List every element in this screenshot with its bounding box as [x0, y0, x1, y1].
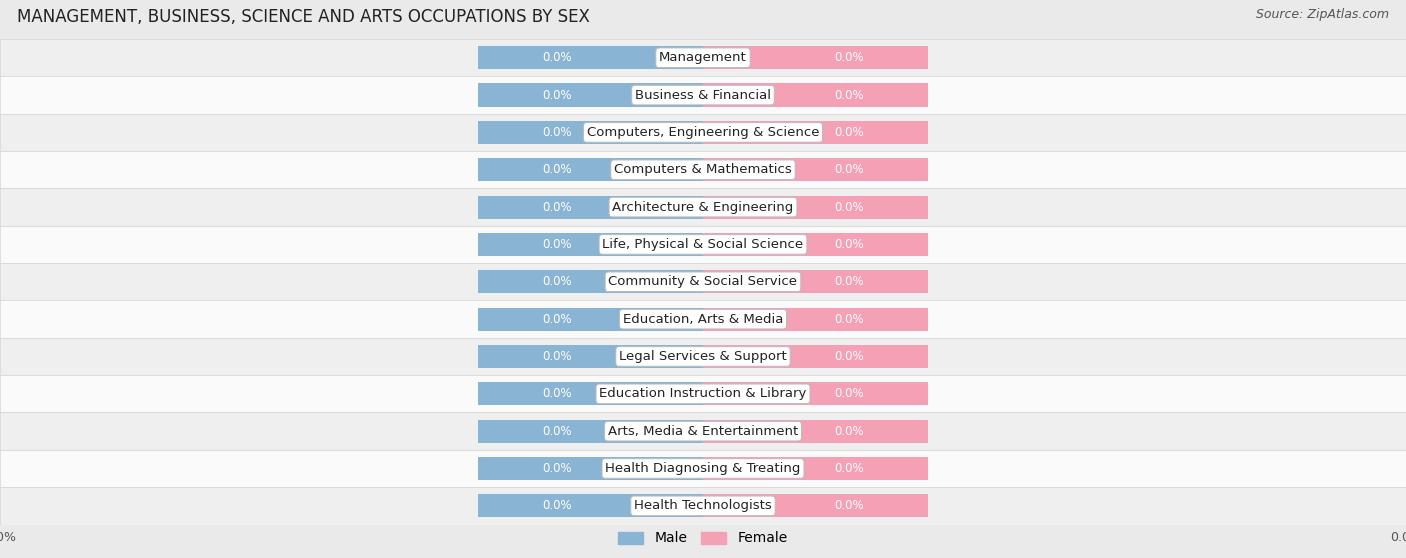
Bar: [0, 412, 1406, 450]
Text: 0.0%: 0.0%: [834, 425, 865, 437]
Text: Life, Physical & Social Science: Life, Physical & Social Science: [602, 238, 804, 251]
Text: 0.0%: 0.0%: [541, 387, 572, 400]
Text: 0.0%: 0.0%: [834, 126, 865, 139]
Text: 0.0%: 0.0%: [541, 238, 572, 251]
Text: Business & Financial: Business & Financial: [636, 89, 770, 102]
Text: 0.0%: 0.0%: [541, 51, 572, 64]
Bar: [703, 420, 928, 442]
Text: 0.0%: 0.0%: [541, 312, 572, 326]
Bar: [703, 494, 928, 517]
Text: Source: ZipAtlas.com: Source: ZipAtlas.com: [1256, 8, 1389, 21]
Bar: [703, 158, 928, 181]
Text: 0.0%: 0.0%: [834, 238, 865, 251]
Text: 0.0%: 0.0%: [834, 312, 865, 326]
Bar: [0, 226, 1406, 263]
Bar: [478, 121, 703, 144]
Bar: [478, 457, 703, 480]
Bar: [0, 263, 1406, 300]
Bar: [478, 84, 703, 107]
Bar: [478, 270, 703, 294]
Text: 0.0%: 0.0%: [541, 89, 572, 102]
Bar: [703, 233, 928, 256]
Bar: [478, 420, 703, 442]
Text: Education Instruction & Library: Education Instruction & Library: [599, 387, 807, 400]
Bar: [703, 382, 928, 406]
Bar: [703, 307, 928, 331]
Text: 0.0%: 0.0%: [834, 350, 865, 363]
Bar: [478, 345, 703, 368]
Bar: [0, 375, 1406, 412]
Bar: [478, 195, 703, 219]
Bar: [703, 46, 928, 69]
Bar: [478, 494, 703, 517]
Text: Health Technologists: Health Technologists: [634, 499, 772, 512]
Bar: [0, 76, 1406, 114]
Text: 0.0%: 0.0%: [834, 387, 865, 400]
Bar: [0, 189, 1406, 226]
Text: Health Diagnosing & Treating: Health Diagnosing & Treating: [606, 462, 800, 475]
Bar: [703, 270, 928, 294]
Text: Computers & Mathematics: Computers & Mathematics: [614, 163, 792, 176]
Bar: [0, 338, 1406, 375]
Text: 0.0%: 0.0%: [541, 462, 572, 475]
Text: 0.0%: 0.0%: [834, 275, 865, 288]
Text: 0.0%: 0.0%: [834, 499, 865, 512]
Text: 0.0%: 0.0%: [834, 51, 865, 64]
Text: Arts, Media & Entertainment: Arts, Media & Entertainment: [607, 425, 799, 437]
Bar: [0, 450, 1406, 487]
Bar: [478, 233, 703, 256]
Bar: [703, 195, 928, 219]
Bar: [0, 487, 1406, 525]
Bar: [478, 307, 703, 331]
Text: 0.0%: 0.0%: [541, 275, 572, 288]
Bar: [478, 158, 703, 181]
Text: Architecture & Engineering: Architecture & Engineering: [613, 201, 793, 214]
Text: 0.0%: 0.0%: [541, 163, 572, 176]
Text: 0.0%: 0.0%: [834, 201, 865, 214]
Text: 0.0%: 0.0%: [541, 350, 572, 363]
Bar: [703, 121, 928, 144]
Text: Management: Management: [659, 51, 747, 64]
Text: MANAGEMENT, BUSINESS, SCIENCE AND ARTS OCCUPATIONS BY SEX: MANAGEMENT, BUSINESS, SCIENCE AND ARTS O…: [17, 8, 589, 26]
Bar: [703, 345, 928, 368]
Text: 0.0%: 0.0%: [834, 462, 865, 475]
Text: 0.0%: 0.0%: [541, 126, 572, 139]
Text: 0.0%: 0.0%: [541, 425, 572, 437]
Bar: [703, 84, 928, 107]
Text: 0.0%: 0.0%: [834, 89, 865, 102]
Bar: [0, 39, 1406, 76]
Bar: [478, 382, 703, 406]
Legend: Male, Female: Male, Female: [613, 526, 793, 551]
Text: Computers, Engineering & Science: Computers, Engineering & Science: [586, 126, 820, 139]
Text: Legal Services & Support: Legal Services & Support: [619, 350, 787, 363]
Text: 0.0%: 0.0%: [834, 163, 865, 176]
Text: Community & Social Service: Community & Social Service: [609, 275, 797, 288]
Text: Education, Arts & Media: Education, Arts & Media: [623, 312, 783, 326]
Bar: [478, 46, 703, 69]
Bar: [703, 457, 928, 480]
Bar: [0, 151, 1406, 189]
Bar: [0, 300, 1406, 338]
Text: 0.0%: 0.0%: [541, 201, 572, 214]
Text: 0.0%: 0.0%: [541, 499, 572, 512]
Bar: [0, 114, 1406, 151]
